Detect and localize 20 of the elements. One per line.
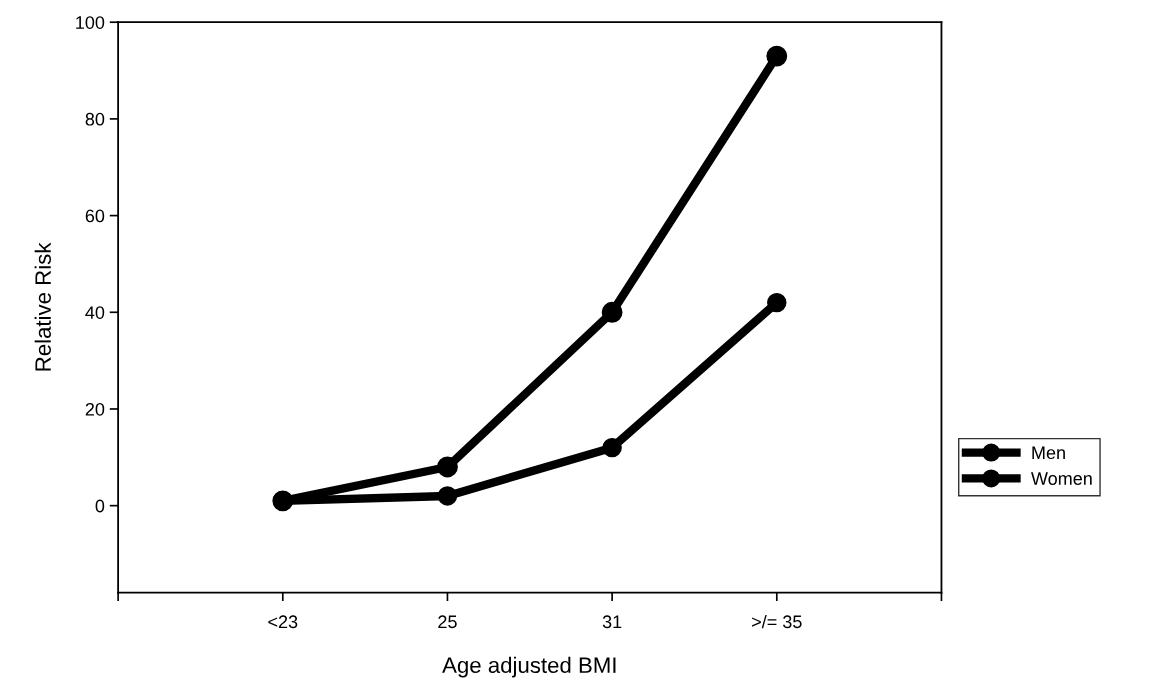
y-tick-label: 20	[85, 402, 105, 416]
point	[437, 486, 458, 506]
point	[767, 292, 787, 313]
x-axis-title: Age adjusted BMI	[442, 656, 616, 678]
legend-label: Women	[1031, 472, 1092, 485]
x-tick-label: <23	[268, 615, 298, 629]
y-tick-label: 60	[85, 209, 105, 223]
legend-label: Men	[1032, 446, 1065, 460]
x-tick-label: >/= 35	[752, 614, 802, 629]
point	[602, 437, 622, 458]
y-tick-label: 0	[95, 499, 105, 513]
point	[437, 456, 458, 478]
y-axis-title: Relative Risk	[34, 242, 51, 371]
point	[601, 301, 623, 323]
y-tick-label: 100	[76, 16, 105, 29]
x-tick-label: 25	[438, 615, 457, 629]
x-tick-label: 31	[602, 615, 622, 629]
y-tick-label: 40	[85, 306, 105, 319]
point	[766, 45, 788, 67]
y-tick-label: 80	[85, 112, 105, 126]
